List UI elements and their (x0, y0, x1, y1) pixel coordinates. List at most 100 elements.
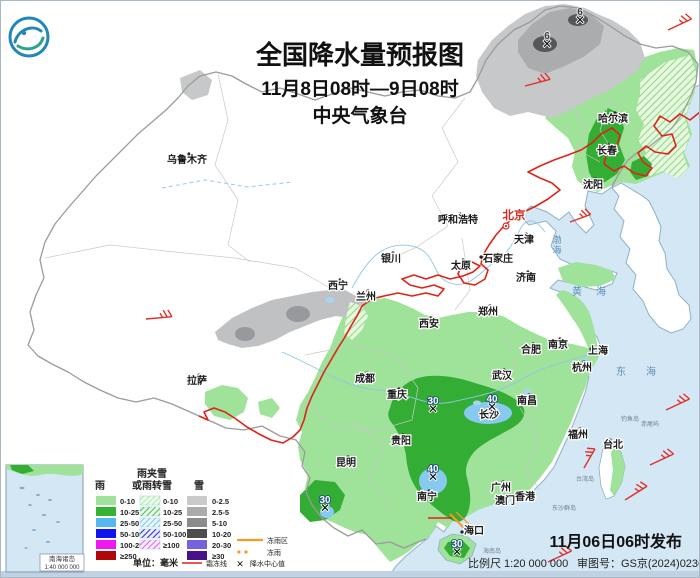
wind-barb-shaft (667, 18, 692, 31)
city-label: 杭州 (572, 361, 592, 374)
precip-center-x: ✕ (320, 501, 330, 515)
city-label: 广州 (491, 481, 511, 494)
rain-range-label: ≥250 (120, 552, 137, 561)
wind-barb-feather (558, 551, 564, 556)
snow-spot (235, 327, 255, 341)
precip-center-x: ✕ (428, 402, 438, 416)
wind-barb-feather (684, 13, 693, 20)
precip-center-value: 30 (427, 396, 439, 407)
city-label: 上海 (588, 344, 608, 357)
frost-line (198, 111, 700, 443)
sleet-range-label: 10-25 (163, 508, 182, 517)
city-label: 武汉 (492, 369, 513, 382)
city-dot (460, 530, 464, 534)
sea-label: 黄海 (572, 285, 620, 298)
city-dot (366, 289, 370, 293)
capital-marker-core (504, 224, 508, 228)
snow-swatch (187, 529, 207, 538)
sleet-swatch (139, 495, 161, 506)
city-label: 哈尔滨 (598, 112, 628, 125)
city-label: 呼和浩特 (438, 213, 478, 226)
legend-freezing-rain-label: 冻雨 (267, 548, 281, 557)
rain-swatch (96, 540, 116, 549)
city-label: 南宁 (417, 490, 437, 503)
wind-barb-feather (537, 77, 542, 83)
wind-barb-shaft (145, 316, 172, 320)
rain-swatch (96, 496, 116, 505)
rain-region-nanning-blue (419, 468, 447, 494)
legend-sleet-items: 0-10 10-25 25-50 50-100 ≥100 (139, 495, 186, 550)
sleet-range-label: 0-10 (163, 497, 178, 506)
page-title: 全国降水量预报图 (255, 40, 464, 70)
wind-barb-feather (579, 213, 584, 218)
city-dot (526, 270, 530, 274)
legend: 雨 雨夹雪 或雨转雪 雪 0-10 10-25 25-50 50-100 100-250… (95, 467, 288, 569)
sleet-range-label: 25-50 (163, 519, 182, 528)
snow-region-altai (180, 70, 212, 100)
wind-barb-shaft (547, 550, 572, 563)
city-label: 天津 (514, 233, 534, 246)
snow-swatch (187, 540, 207, 549)
rain-swatch (96, 551, 116, 560)
release-time: 11月06日06时发布 (549, 532, 682, 551)
snow-spot (286, 306, 310, 322)
wind-barb-shaft (649, 453, 674, 466)
city-dot (593, 177, 597, 181)
legend-sleet-header-2: 或雨转雪 (132, 479, 172, 492)
wind-barb-feather (666, 448, 675, 455)
city-label: 海口 (464, 524, 484, 537)
precip-center-x: ✕ (428, 470, 438, 484)
city-label: 西宁 (328, 279, 348, 292)
city-label: 济南 (516, 271, 536, 284)
city-dot (488, 304, 492, 308)
wind-barb-feather (560, 547, 568, 554)
city-label: 银川 (381, 252, 401, 265)
wind-barb-feather (678, 395, 686, 402)
legend-rain-items: 0-10 10-25 25-50 50-100 100-250 ≥250 (96, 496, 148, 561)
city-label: 贵阳 (391, 434, 411, 447)
city-dot (558, 337, 562, 341)
city-label: 沈阳 (583, 178, 603, 191)
city-label: 香港 (515, 490, 536, 503)
precip-center-value: 30 (451, 539, 463, 550)
city-dot (582, 360, 586, 364)
precip-center-x: ✕ (487, 400, 497, 414)
legend-frost-line-label: 霜冻线 (206, 559, 227, 568)
legend-sleet-header-1: 雨夹雪 (137, 467, 167, 480)
sleet-swatch (139, 528, 161, 539)
tropical-track (428, 511, 470, 531)
rain-range-label: 25-50 (120, 519, 139, 528)
sleet-swatch (139, 517, 161, 528)
precip-center-x: ✕ (452, 545, 462, 559)
city-label: 澳门 (495, 494, 515, 507)
city-label: 台北 (603, 438, 623, 451)
sea-label: 赤尾屿 (641, 420, 659, 428)
map-header: 全国降水量预报图 11月8日08时—9日08时 中央气象台 (255, 40, 464, 127)
freezing-rain-symbol (237, 550, 241, 554)
wind-barb-feather (676, 399, 682, 404)
city-dot (458, 212, 462, 216)
page-subtitle: 11月8日08时—9日08时 (261, 78, 459, 100)
sleet-swatch (139, 539, 161, 550)
city-dot (338, 278, 342, 282)
city-dot (589, 347, 593, 351)
taiwan-east-rain (610, 444, 625, 496)
rain-range-label: 100-250 (120, 541, 148, 550)
rain-swatch (96, 518, 116, 527)
freezing-rain-symbol (244, 550, 248, 554)
inset-title: 南海诸岛 (49, 554, 75, 563)
org-name: 中央气象台 (312, 104, 407, 127)
snow-spot (533, 36, 557, 52)
wind-barb-shaft (624, 485, 648, 501)
rain-range-label: 50-100 (120, 530, 143, 539)
city-dot (607, 143, 611, 147)
inset-scale: 1:40 000 000 (44, 565, 80, 571)
city-dot (365, 371, 369, 375)
cma-logo (8, 16, 50, 58)
precip-center-value: 40 (427, 464, 439, 475)
city-label: 长沙 (479, 408, 499, 421)
wind-barb-feather (539, 73, 547, 81)
snow-spot (568, 14, 588, 26)
